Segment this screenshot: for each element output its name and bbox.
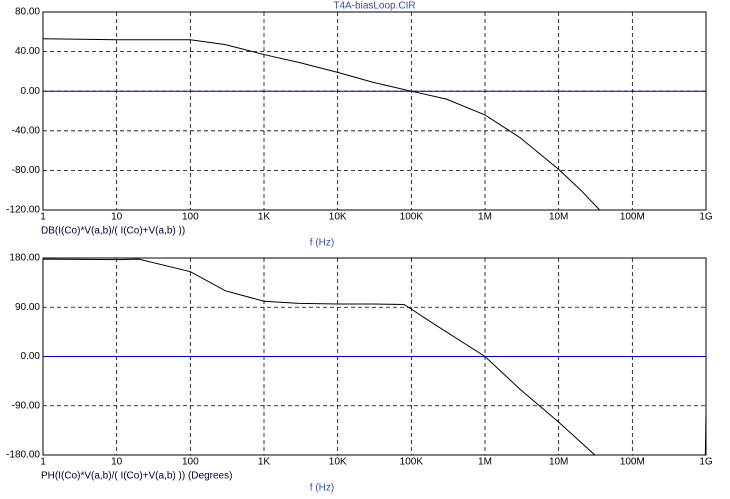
y-tick-label: -180.00 [6,450,40,461]
x-tick-label: 1G [699,457,713,468]
y-tick-label: -40.00 [12,125,41,136]
y-tick-label: -120.00 [6,205,40,216]
x-tick-label: 100K [400,212,424,223]
plot-frame [42,11,707,211]
x-tick-label: 1M [478,212,492,223]
x-tick-label: 10K [329,212,347,223]
x-tick-label: 1G [699,212,713,223]
x-tick-label: 1K [258,457,271,468]
x-tick-label: 100K [400,457,424,468]
x-axis-label: f (Hz) [310,238,334,249]
y-tick-label: -90.00 [12,400,41,411]
x-tick-label: 1 [40,212,46,223]
x-tick-label: 100 [182,212,199,223]
y-tick-label: 40.00 [15,46,40,57]
y-tick-label: 0.00 [21,86,41,97]
y-tick-label: 0.00 [21,351,41,362]
x-tick-label: 100M [620,212,645,223]
series-label: DB(I(Co)*V(a,b)/( I(Co)+V(a,b) )) [41,226,185,237]
y-tick-label: 80.00 [15,7,40,18]
x-tick-label: 1M [478,457,492,468]
x-tick-label: 10 [111,457,123,468]
series-line [42,258,707,456]
x-tick-label: 1K [258,212,271,223]
y-tick-label: 180.00 [9,253,40,264]
series-line [42,38,601,211]
y-tick-label: -80.00 [12,165,41,176]
x-tick-label: 10K [329,457,347,468]
x-tick-label: 10M [549,212,568,223]
x-tick-label: 10M [549,457,568,468]
y-tick-label: 90.00 [15,302,40,313]
x-tick-label: 100M [620,457,645,468]
x-axis-label: f (Hz) [310,483,334,494]
x-tick-label: 1 [40,457,46,468]
chart-title: T4A-biasLoop.CIR [333,1,415,12]
x-tick-label: 100 [182,457,199,468]
series-label: PH(I(Co)*V(a,b)/( I(Co)+V(a,b) )) (Degre… [41,471,232,482]
x-tick-label: 10 [111,212,123,223]
